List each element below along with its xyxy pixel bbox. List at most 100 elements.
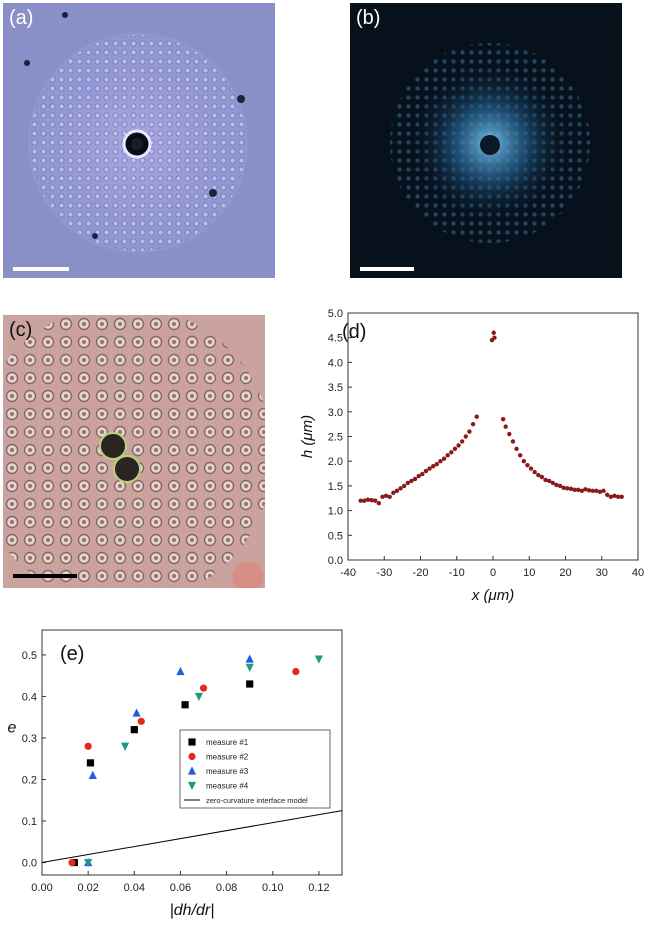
data-point (420, 471, 425, 477)
y-tick-label: 5.0 (328, 308, 343, 320)
x-tick-label: 0.12 (308, 882, 329, 894)
data-point (510, 439, 516, 444)
data-point (383, 493, 389, 498)
data-point (491, 330, 496, 335)
micrograph-a-image (3, 3, 275, 278)
x-tick-label: 0.10 (262, 882, 283, 894)
data-point (546, 478, 552, 484)
data-point (597, 489, 603, 495)
y-tick-label: 4.0 (328, 357, 343, 369)
data-point (604, 492, 610, 497)
data-point (503, 424, 508, 429)
data-point (438, 459, 443, 464)
data-point (615, 494, 621, 499)
x-tick-label: -20 (413, 567, 429, 579)
data-point (380, 494, 385, 499)
data-point (514, 446, 519, 452)
data-point (176, 666, 185, 676)
height-profile-chart: (d) -40 -30 -20 -10 0 10 20 30 40 0.0 0.5 1.0 1.5 2.0… (299, 308, 644, 604)
x-tick-label: 10 (523, 567, 535, 579)
x-axis-label: |dh/dr| (170, 902, 215, 919)
data-point (394, 488, 400, 494)
data-point (84, 742, 92, 750)
data-point (561, 485, 566, 491)
data-point (369, 498, 374, 503)
data-point (245, 663, 254, 672)
x-tick-label: -40 (340, 567, 356, 579)
legend-label: measure #1 (206, 738, 249, 747)
data-point (434, 461, 440, 467)
legend-label: measure #4 (206, 782, 249, 791)
data-point (532, 469, 537, 475)
x-tick-label: 0.02 (77, 882, 98, 894)
legend-label: zero-curvature interface model (206, 796, 308, 805)
data-point (137, 717, 145, 725)
data-point (84, 858, 93, 868)
data-point (387, 494, 392, 499)
data-point (372, 498, 378, 503)
micrograph-a: (a) (3, 3, 275, 278)
x-tick-label: 20 (559, 567, 571, 579)
y-axis-label: h (μm) (299, 415, 316, 458)
data-point (449, 450, 454, 455)
panel-label-d: (d) (342, 321, 366, 343)
data-point (391, 490, 396, 496)
y-tick-label: 2.5 (328, 432, 343, 444)
data-point (86, 759, 95, 767)
x-tick-label: 0.00 (31, 882, 52, 894)
legend-box (179, 729, 331, 809)
data-point (427, 466, 432, 471)
y-tick-label: 0.0 (328, 555, 343, 567)
legend-label: measure #2 (206, 753, 249, 762)
y-tick-label: 3.0 (328, 407, 343, 419)
data-point (412, 476, 418, 482)
data-point (619, 494, 624, 499)
data-point (246, 680, 254, 688)
data-point (521, 459, 527, 464)
panel-label-c: (c) (9, 319, 33, 341)
legend-swatch (187, 766, 197, 775)
data-point (550, 480, 556, 486)
legend-label: measure #3 (206, 767, 249, 776)
data-point (608, 494, 614, 499)
data-point (568, 486, 574, 492)
data-point (525, 462, 530, 468)
model-line (41, 810, 343, 864)
y-tick-label: 2.0 (328, 456, 343, 468)
data-point (492, 335, 497, 340)
x-tick-label: 30 (596, 567, 608, 579)
y-tick-label: 3.5 (328, 382, 343, 394)
x-tick-label: 0.04 (124, 882, 145, 894)
data-point (365, 497, 371, 502)
data-point (423, 468, 429, 474)
data-point (507, 431, 512, 437)
data-point (474, 414, 479, 419)
data-point (441, 456, 447, 461)
data-point (376, 500, 382, 506)
eccentricity-chart: (e) 0.00 0.02 0.04 0.06 0.08 0.10 0.12 0.0 0.1 0.… (8, 629, 343, 919)
y-tick-label: 0.5 (22, 650, 37, 662)
plot-frame-d (347, 312, 639, 561)
data-point (194, 692, 204, 702)
legend-swatch (188, 738, 196, 746)
scale-bar-c (13, 574, 77, 578)
x-tick-label: -10 (449, 567, 465, 579)
data-point (463, 434, 469, 439)
data-point (536, 472, 541, 478)
data-point (401, 483, 407, 489)
data-point (586, 488, 592, 493)
data-point (358, 498, 363, 503)
y-tick-label: 0.0 (22, 858, 37, 870)
data-point (528, 466, 534, 471)
x-axis-label: x (μm) (471, 587, 514, 604)
data-point (245, 654, 254, 663)
data-point (590, 488, 595, 494)
data-point (199, 684, 208, 692)
micrograph-c: (c) (3, 315, 265, 588)
x-tick-label: 0 (490, 567, 496, 579)
data-point (583, 487, 588, 492)
micrograph-c-image (3, 315, 265, 588)
data-point (181, 701, 189, 709)
data-point (314, 655, 324, 664)
panel-label-b: (b) (356, 7, 381, 29)
